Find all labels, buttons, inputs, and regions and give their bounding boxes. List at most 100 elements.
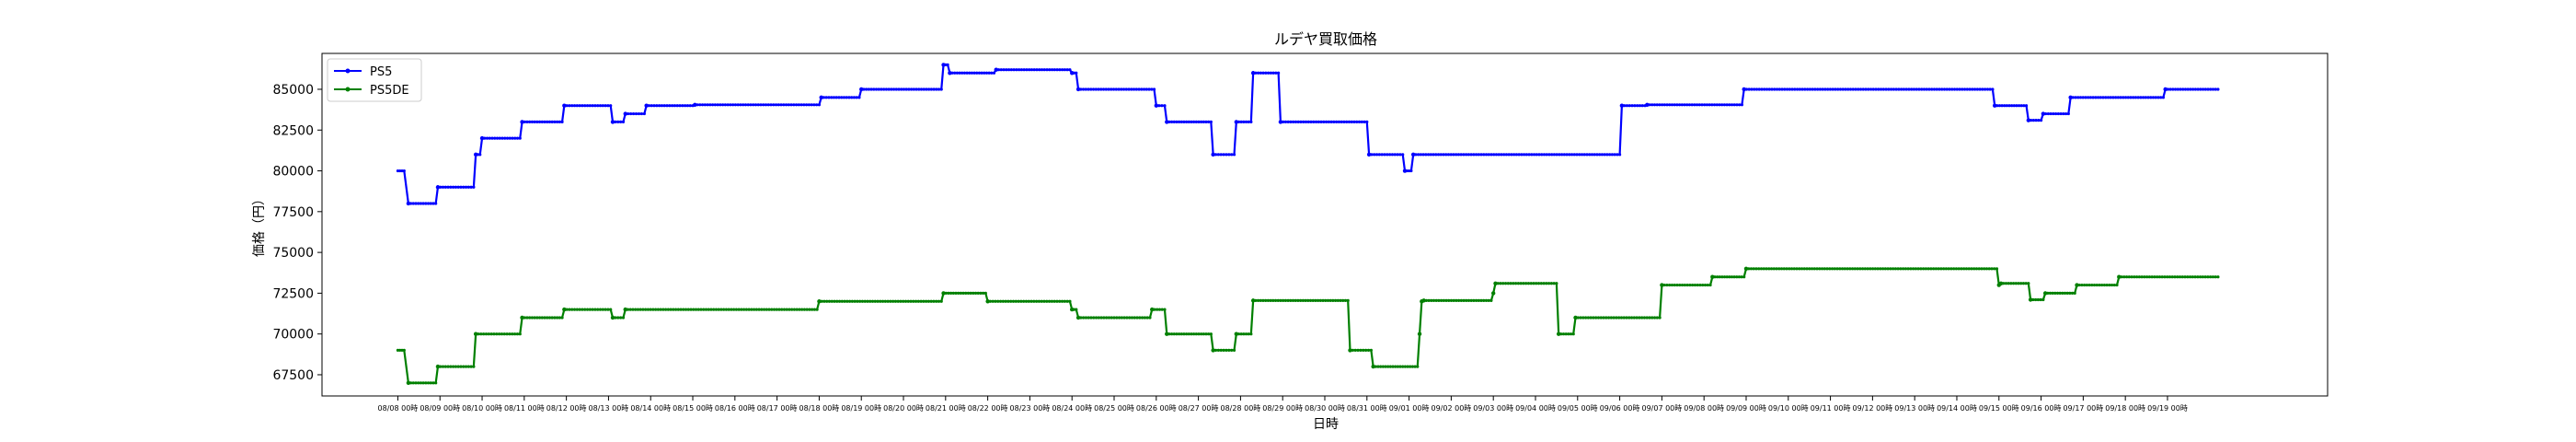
series-point-ps5	[1197, 120, 1201, 123]
series-point-ps5	[1386, 153, 1389, 157]
series-point-ps5de	[429, 381, 432, 385]
series-point-ps5	[1588, 153, 1592, 157]
series-point-ps5de	[1165, 332, 1168, 336]
series-point-ps5	[488, 136, 491, 140]
series-point-ps5de	[649, 308, 652, 311]
series-point-ps5de	[2087, 283, 2091, 287]
series-point-ps5	[675, 104, 679, 108]
series-point-ps5	[939, 87, 943, 91]
series-point-ps5de	[591, 308, 594, 311]
series-point-ps5	[1409, 169, 1413, 173]
series-point-ps5	[965, 71, 969, 75]
legend-label-ps5: PS5	[370, 65, 392, 79]
series-point-ps5de	[1283, 298, 1287, 302]
series-point-ps5de	[1384, 365, 1387, 368]
series-point-ps5de	[1366, 348, 1371, 352]
series-point-ps5	[1904, 87, 1908, 91]
series-point-ps5	[2111, 96, 2115, 99]
series-point-ps5de	[664, 308, 668, 311]
x-tick-label: 09/17 00時	[2063, 404, 2103, 413]
series-point-ps5	[466, 185, 470, 189]
series-point-ps5	[1915, 87, 1918, 91]
series-point-ps5	[1680, 103, 1684, 107]
series-point-ps5	[575, 104, 579, 108]
y-tick-label: 72500	[272, 286, 314, 301]
series-point-ps5de	[979, 291, 983, 295]
series-point-ps5	[817, 103, 822, 107]
series-point-ps5	[1580, 153, 1584, 157]
series-point-ps5	[1079, 87, 1083, 91]
series-point-ps5	[647, 104, 651, 108]
series-point-ps5de	[837, 299, 842, 303]
series-point-ps5	[1877, 87, 1880, 91]
series-point-ps5de	[1065, 299, 1069, 303]
series-point-ps5	[1652, 103, 1657, 107]
series-point-ps5	[746, 103, 750, 107]
series-point-ps5	[547, 120, 552, 123]
series-point-ps5de	[1413, 365, 1417, 368]
chart-title: ルデヤ買取価格	[1274, 30, 1377, 48]
series-point-ps5de	[1725, 275, 1729, 279]
series-point-ps5de	[1353, 348, 1357, 352]
series-point-ps5de	[1757, 267, 1761, 271]
series-point-ps5de	[1735, 275, 1739, 279]
series-point-ps5de	[1264, 298, 1268, 302]
series-point-ps5	[968, 71, 972, 75]
series-point-ps5	[535, 120, 539, 123]
series-point-ps5de	[1846, 267, 1849, 271]
series-point-ps5de	[604, 308, 607, 311]
series-point-ps5	[1945, 87, 1949, 91]
series-point-ps5de	[1239, 332, 1243, 336]
series-point-ps5de	[792, 308, 797, 311]
series-point-ps5	[1061, 68, 1064, 72]
series-point-ps5de	[2122, 275, 2126, 279]
series-point-ps5	[753, 103, 758, 107]
series-point-ps5de	[925, 299, 928, 303]
series-point-ps5	[749, 103, 753, 107]
series-point-ps5de	[1658, 316, 1662, 320]
series-point-ps5de	[1536, 282, 1541, 285]
series-point-ps5	[1834, 87, 1837, 91]
series-point-ps5de	[1273, 298, 1278, 302]
series-point-ps5de	[1552, 282, 1556, 285]
series-point-ps5	[874, 87, 879, 91]
series-point-ps5de	[1317, 298, 1320, 302]
series-point-ps5de	[742, 308, 746, 311]
series-point-ps5	[950, 71, 954, 75]
series-point-ps5	[1120, 87, 1123, 91]
series-point-ps5de	[899, 299, 903, 303]
series-point-ps5de	[424, 381, 428, 385]
series-point-ps5	[1421, 153, 1425, 157]
series-point-ps5de	[2058, 291, 2062, 295]
series-point-ps5de	[2100, 283, 2104, 287]
x-tick-label: 08/28 00時	[1221, 404, 1261, 413]
series-point-ps5	[1089, 87, 1093, 91]
series-point-ps5de	[1212, 348, 1215, 352]
series-point-ps5	[766, 103, 770, 107]
series-point-ps5de	[976, 291, 980, 295]
series-point-ps5	[2216, 87, 2220, 91]
series-point-ps5de	[1835, 267, 1839, 271]
series-point-ps5	[1244, 120, 1248, 123]
series-point-ps5	[1995, 104, 1999, 108]
series-point-ps5	[1547, 153, 1551, 157]
series-point-ps5de	[1289, 298, 1293, 302]
series-point-ps5de	[1893, 267, 1897, 271]
series-point-ps5de	[1482, 298, 1486, 302]
series-point-ps5de	[498, 332, 501, 336]
series-point-ps5	[1510, 153, 1513, 157]
series-point-ps5	[1377, 153, 1381, 157]
series-point-ps5	[1504, 153, 1509, 157]
series-point-ps5	[1029, 68, 1034, 72]
series-point-ps5	[631, 111, 636, 116]
series-point-ps5	[815, 103, 819, 107]
series-point-ps5	[1530, 153, 1534, 157]
series-point-ps5	[789, 103, 793, 107]
series-point-ps5de	[1519, 282, 1523, 285]
series-point-ps5	[1111, 87, 1116, 91]
series-point-ps5	[1254, 71, 1258, 75]
series-point-ps5	[1155, 104, 1158, 108]
x-tick-label: 09/15 00時	[1979, 404, 2019, 413]
series-point-ps5	[1650, 103, 1654, 107]
series-point-ps5de	[2063, 291, 2067, 295]
